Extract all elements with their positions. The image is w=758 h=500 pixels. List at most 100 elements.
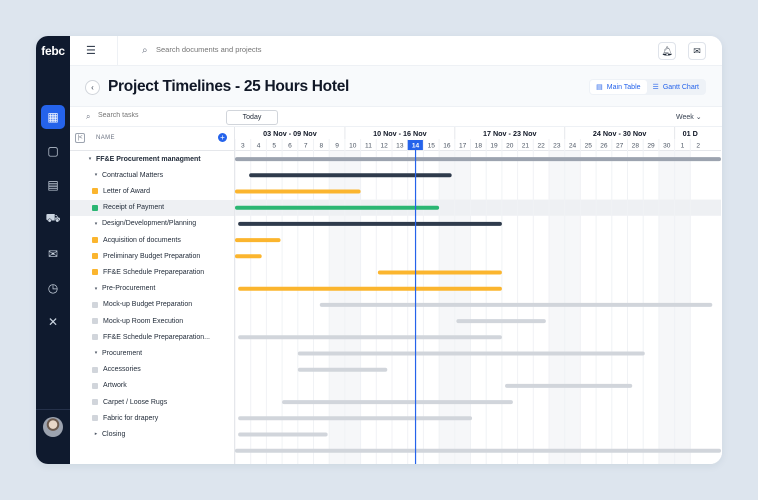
- day-label: 30: [663, 143, 671, 150]
- status-marker: [92, 318, 98, 325]
- day-label: 7: [304, 143, 308, 150]
- task-bar[interactable]: [297, 367, 388, 372]
- task-row[interactable]: Carpet / Loose Rugs: [70, 394, 234, 410]
- task-bar[interactable]: [297, 351, 645, 356]
- task-row[interactable]: FF&E Schedule Prepareparation: [70, 264, 234, 280]
- clock-icon: ◷: [47, 281, 59, 295]
- sidebar-item-mail[interactable]: ✉: [41, 242, 65, 266]
- add-task-button[interactable]: +: [218, 133, 227, 142]
- task-bar[interactable]: [238, 221, 502, 226]
- day-label: 6: [288, 143, 292, 150]
- gantt-chart-tab[interactable]: ☰ Gantt Chart: [647, 80, 705, 94]
- expand-caret-icon[interactable]: ▾: [88, 156, 92, 163]
- day-label: 18: [475, 143, 483, 150]
- sidebar-item-delivery[interactable]: ⛟: [41, 207, 65, 231]
- task-bar[interactable]: [238, 416, 473, 421]
- task-bar[interactable]: [505, 383, 633, 388]
- day-label: 21: [522, 143, 530, 150]
- weekend-shade: [454, 139, 471, 464]
- task-bar[interactable]: [249, 173, 452, 178]
- menu-toggle-icon[interactable]: ☰: [86, 45, 96, 57]
- week-label: 10 Nov - 16 Nov: [373, 129, 427, 138]
- today-button[interactable]: Today: [226, 110, 278, 125]
- task-row[interactable]: Accessories: [70, 362, 234, 378]
- task-bar[interactable]: [235, 238, 281, 243]
- expand-caret-icon[interactable]: ▸: [94, 431, 98, 438]
- messages-button[interactable]: ✉: [688, 42, 706, 60]
- global-search-input[interactable]: [156, 45, 356, 54]
- task-row[interactable]: ▾ Contractual Matters: [70, 167, 234, 183]
- task-row[interactable]: ▾ Design/Development/Planning: [70, 216, 234, 232]
- task-row[interactable]: Mock-up Room Execution: [70, 313, 234, 329]
- sidebar-item-dashboard[interactable]: ▦: [41, 105, 65, 129]
- task-bar[interactable]: [235, 157, 721, 162]
- day-label: 11: [365, 143, 372, 150]
- day-label: 4: [257, 143, 261, 150]
- task-name: Preliminary Budget Preparation: [103, 252, 201, 260]
- bell-icon: 🔔︎: [661, 45, 673, 56]
- task-row[interactable]: Mock-up Budget Preparation: [70, 297, 234, 313]
- task-row[interactable]: [70, 443, 234, 459]
- task-bar[interactable]: [238, 286, 502, 291]
- day-label: 12: [380, 143, 388, 150]
- task-bar[interactable]: [235, 205, 440, 210]
- sidebar: febc ▦ ▢ ▤ ⛟ ✉ ◷ ✕: [36, 36, 70, 464]
- task-name: Letter of Award: [103, 187, 150, 195]
- week-label: 24 Nov - 30 Nov: [593, 129, 647, 138]
- task-name: Contractual Matters: [102, 171, 164, 179]
- task-row[interactable]: Acquisition of documents: [70, 232, 234, 248]
- search-icon: ⌕: [142, 45, 148, 56]
- task-row[interactable]: Preliminary Budget Preparation: [70, 248, 234, 264]
- scale-select[interactable]: Week ⌄: [676, 114, 702, 121]
- main-table-tab[interactable]: ▤ Main Table: [590, 80, 647, 94]
- task-name: Fabric for drapery: [103, 414, 159, 422]
- week-label: 17 Nov - 23 Nov: [483, 129, 537, 138]
- task-row[interactable]: ▸ Closing: [70, 426, 234, 442]
- day-label: 23: [553, 143, 561, 150]
- today-marker: [407, 140, 424, 150]
- day-label: 24: [569, 143, 577, 150]
- task-row[interactable]: Receipt of Payment: [70, 199, 234, 216]
- task-bar[interactable]: [235, 189, 361, 194]
- day-label: 29: [647, 143, 655, 150]
- task-name: Receipt of Payment: [103, 204, 165, 212]
- task-row[interactable]: Artwork: [70, 378, 234, 394]
- task-bar[interactable]: [235, 254, 262, 259]
- task-row[interactable]: Letter of Award: [70, 183, 234, 199]
- task-search-input[interactable]: [98, 112, 178, 119]
- task-row[interactable]: FF&E Schedule Prepareparation...: [70, 329, 234, 345]
- sidebar-item-tools[interactable]: ✕: [41, 310, 65, 334]
- collapse-panel-button[interactable]: |<: [75, 133, 85, 143]
- sidebar-item-time[interactable]: ◷: [41, 276, 65, 300]
- sidebar-item-calendar[interactable]: ▤: [41, 173, 65, 197]
- task-bar[interactable]: [319, 302, 713, 307]
- task-bar[interactable]: [238, 335, 502, 340]
- sidebar-item-documents[interactable]: ▢: [41, 139, 65, 163]
- weekend-shade: [658, 139, 675, 464]
- task-row[interactable]: ▾ FF&E Procurement managment: [70, 151, 234, 167]
- task-row[interactable]: ▾ Procurement: [70, 345, 234, 361]
- task-bar[interactable]: [456, 319, 546, 324]
- task-row[interactable]: ▾ Pre-Procurement: [70, 281, 234, 297]
- day-label: 15: [428, 143, 436, 150]
- expand-caret-icon[interactable]: ▾: [94, 350, 98, 357]
- task-bar[interactable]: [282, 400, 513, 405]
- name-column-header: NAME: [96, 135, 115, 141]
- status-marker: [92, 269, 98, 276]
- status-marker: [92, 399, 98, 406]
- status-marker: [92, 382, 98, 389]
- notifications-button[interactable]: 🔔︎: [658, 42, 676, 60]
- chevron-left-icon: ‹: [91, 83, 94, 92]
- task-bar[interactable]: [238, 432, 328, 437]
- task-row[interactable]: Fabric for drapery: [70, 410, 234, 426]
- task-bar[interactable]: [377, 270, 502, 275]
- expand-caret-icon[interactable]: ▾: [94, 220, 98, 227]
- expand-caret-icon[interactable]: ▾: [94, 285, 98, 292]
- page-title: Project Timelines - 25 Hours Hotel: [108, 78, 350, 95]
- avatar[interactable]: [43, 417, 63, 437]
- day-label: 13: [396, 143, 404, 150]
- task-bar[interactable]: [235, 448, 721, 453]
- back-button[interactable]: ‹: [85, 80, 100, 95]
- gantt-toolbar: ⌕ Today Week ⌄ ⛶: [70, 106, 722, 127]
- expand-caret-icon[interactable]: ▾: [94, 172, 98, 179]
